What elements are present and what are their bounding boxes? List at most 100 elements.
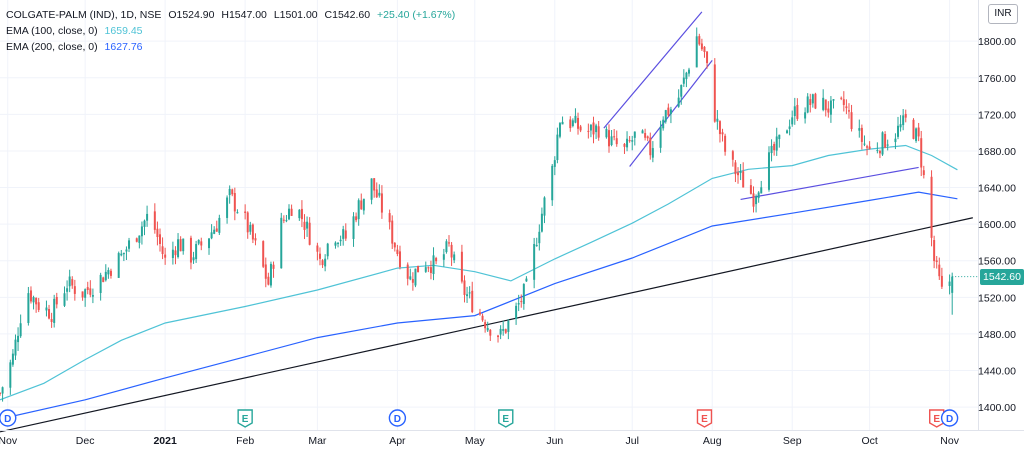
candle bbox=[417, 265, 420, 273]
candle-body bbox=[378, 192, 381, 196]
candle-body bbox=[445, 241, 448, 253]
candle-body bbox=[484, 322, 487, 329]
candle-body bbox=[613, 136, 616, 138]
candle-body bbox=[391, 220, 394, 244]
price-tick-label: 1680.00 bbox=[978, 146, 1016, 158]
trend-drawings[interactable] bbox=[0, 11, 973, 433]
candle bbox=[897, 116, 900, 140]
candle bbox=[770, 139, 773, 162]
candle bbox=[55, 292, 58, 309]
candle bbox=[208, 237, 211, 255]
time-tick-label: Apr bbox=[389, 435, 406, 447]
candle-body bbox=[316, 245, 319, 252]
candle-body bbox=[922, 170, 925, 176]
candle-body bbox=[863, 143, 866, 145]
candle bbox=[174, 246, 177, 265]
candle bbox=[91, 288, 94, 304]
candle-body bbox=[930, 176, 933, 238]
candle bbox=[424, 261, 427, 273]
candle bbox=[760, 180, 763, 194]
candle-body bbox=[587, 130, 590, 132]
candle bbox=[48, 304, 51, 320]
candle bbox=[589, 123, 592, 138]
candle-body bbox=[951, 276, 954, 293]
candle bbox=[713, 58, 716, 123]
ema200-legend-row[interactable]: EMA (200, close, 0) 1627.76 bbox=[6, 39, 459, 55]
candle-body bbox=[878, 150, 881, 154]
candle-body bbox=[842, 99, 845, 105]
candle-body bbox=[174, 250, 177, 256]
dividend-marker-icon[interactable]: D bbox=[0, 409, 17, 427]
candle-body bbox=[796, 104, 799, 119]
candle-body bbox=[375, 189, 378, 198]
candle bbox=[352, 212, 355, 247]
candle bbox=[463, 275, 466, 303]
candle bbox=[324, 254, 327, 272]
earnings-marker-icon[interactable]: E bbox=[237, 409, 253, 428]
candle-body bbox=[788, 126, 791, 129]
candle bbox=[246, 211, 249, 239]
candle-body bbox=[504, 329, 507, 333]
candle-body bbox=[920, 138, 923, 168]
currency-badge[interactable]: INR bbox=[988, 4, 1018, 24]
candle bbox=[592, 116, 595, 144]
dividend-marker-icon[interactable]: D bbox=[940, 409, 959, 427]
earnings-marker-icon[interactable]: E bbox=[498, 409, 514, 428]
high-value: H1547.00 bbox=[221, 9, 267, 21]
candle bbox=[442, 248, 445, 267]
candle-body bbox=[249, 224, 252, 232]
event-marker-label: D bbox=[394, 414, 401, 425]
candle-body bbox=[551, 165, 554, 201]
candle bbox=[316, 242, 319, 261]
candle-body bbox=[589, 124, 592, 131]
candle bbox=[53, 294, 56, 328]
price-axis[interactable]: 1400.00 1440.00 1480.00 1520.00 1560.00 1600.… bbox=[978, 0, 1024, 453]
candle bbox=[677, 89, 680, 108]
candle-body bbox=[156, 228, 159, 238]
time-tick-label: Dec bbox=[76, 435, 95, 447]
candle bbox=[195, 240, 198, 263]
candle-body bbox=[734, 162, 737, 175]
ema200-label: EMA (200, close, 0) bbox=[6, 41, 98, 53]
candle-body bbox=[143, 220, 146, 227]
candle-body bbox=[651, 148, 654, 158]
time-axis[interactable]: Nov Dec 2021 Feb Mar Apr May Jun Jul Aug Sep Oct Nov bbox=[0, 430, 1024, 448]
candle-body bbox=[195, 244, 198, 260]
candle bbox=[716, 110, 719, 130]
candle bbox=[615, 130, 618, 147]
candle bbox=[153, 203, 156, 234]
candle bbox=[236, 209, 239, 214]
dividend-marker-icon[interactable]: D bbox=[388, 409, 407, 427]
earnings-marker-icon[interactable]: E bbox=[929, 409, 945, 428]
earnings-marker-shape bbox=[696, 409, 713, 428]
candle-body bbox=[226, 197, 229, 218]
candle bbox=[540, 207, 543, 233]
symbol-label[interactable]: COLGATE-PALM (IND), 1D, NSE bbox=[6, 9, 162, 21]
ema100-value: 1659.45 bbox=[104, 25, 143, 37]
candle-body bbox=[615, 138, 618, 145]
candle-body bbox=[84, 289, 87, 298]
candle-body bbox=[68, 276, 71, 287]
candle bbox=[938, 257, 941, 280]
ema100-legend-row[interactable]: EMA (100, close, 0) 1659.45 bbox=[6, 23, 459, 39]
candle-body bbox=[592, 122, 595, 135]
candle bbox=[842, 91, 845, 112]
candle-body bbox=[128, 240, 131, 249]
candle-body bbox=[716, 118, 719, 122]
candle bbox=[37, 297, 40, 313]
candle-body bbox=[669, 109, 672, 115]
candle-body bbox=[48, 309, 51, 319]
time-tick-label: Jun bbox=[546, 435, 563, 447]
candle-body bbox=[339, 239, 342, 242]
candle-body bbox=[579, 126, 582, 131]
candle bbox=[631, 135, 634, 151]
candle bbox=[0, 392, 1, 396]
candle-body bbox=[53, 298, 56, 323]
candle-body bbox=[210, 232, 213, 239]
candle-body bbox=[478, 312, 481, 315]
earnings-marker-icon[interactable]: E bbox=[696, 409, 713, 428]
candle bbox=[863, 135, 866, 147]
candle bbox=[866, 144, 869, 156]
